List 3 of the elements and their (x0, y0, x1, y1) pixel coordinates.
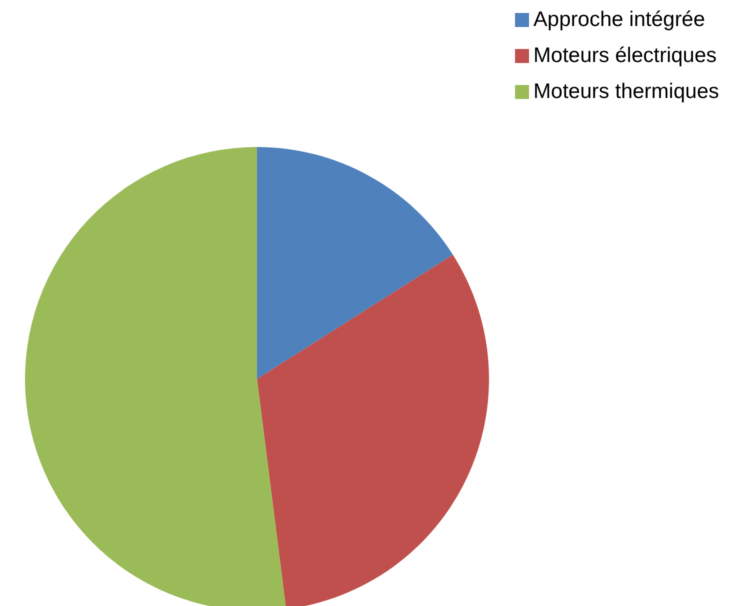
legend-label: Approche intégrée (533, 8, 706, 31)
legend-label: Moteurs thermiques (533, 80, 719, 103)
legend-label: Moteurs électriques (533, 44, 717, 67)
